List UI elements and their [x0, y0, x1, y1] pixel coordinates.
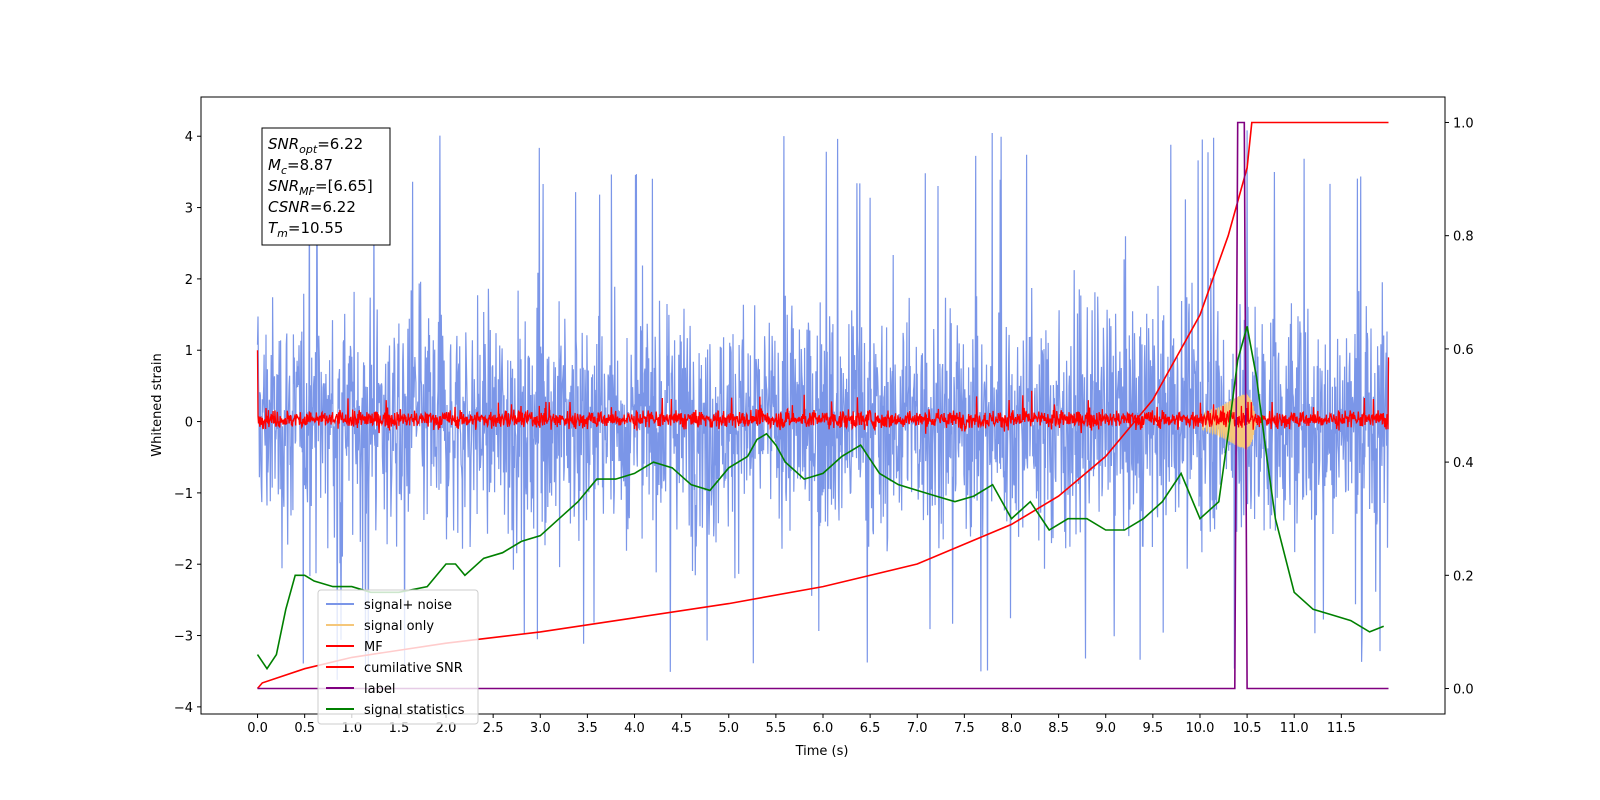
info-line: SNRopt=6.22 — [268, 135, 363, 156]
y-right-tick-label: 1.0 — [1453, 116, 1474, 131]
x-tick-label: 4.5 — [671, 721, 692, 736]
series-line — [257, 121, 1389, 690]
y-left-tick-label: 1 — [185, 344, 193, 359]
y-right-tick-label: 0.6 — [1453, 343, 1474, 358]
x-tick-label: 7.0 — [907, 721, 928, 736]
y-left-tick-label: 3 — [185, 202, 193, 217]
x-tick-label: 5.0 — [718, 721, 739, 736]
x-tick-label: 7.5 — [954, 721, 975, 736]
x-axis-label: Time (s) — [795, 744, 849, 759]
y-left-tick-label: 2 — [185, 273, 193, 288]
y-axis-label: Whitened strain — [150, 353, 165, 456]
x-tick-label: 2.0 — [436, 721, 457, 736]
y-left-tick-label: 0 — [185, 416, 193, 431]
y-left-tick-label: −4 — [174, 701, 193, 716]
x-tick-label: 1.5 — [389, 721, 410, 736]
series-line — [256, 326, 1384, 671]
legend-label: signal+ noise — [364, 598, 452, 613]
x-tick-label: 6.0 — [813, 721, 834, 736]
legend-label: signal statistics — [364, 703, 465, 718]
legend-label: label — [364, 682, 395, 697]
series-line — [256, 130, 1390, 680]
x-tick-label: 0.5 — [294, 721, 315, 736]
y-left-tick-label: −2 — [174, 558, 193, 573]
legend-frame — [317, 589, 479, 725]
y-axis-left: 4 3 2 1 0 −1 −2 −3 −4 — [174, 130, 201, 716]
legend: signal+ noise signal only MF cumilative SNR… — [317, 589, 479, 725]
x-tick-label: 11.5 — [1327, 721, 1356, 736]
x-tick-label: 0.0 — [247, 721, 268, 736]
y-right-tick-label: 0.2 — [1453, 569, 1474, 584]
legend-label: signal only — [364, 619, 434, 634]
y-left-tick-label: −1 — [174, 487, 193, 502]
info-box-frame — [261, 127, 391, 246]
x-tick-label: 10.5 — [1233, 721, 1262, 736]
x-tick-label: 10.0 — [1185, 721, 1214, 736]
info-line: Tm=10.55 — [268, 219, 343, 240]
info-line: Mc=8.87 — [268, 156, 333, 177]
x-tick-label: 2.5 — [483, 721, 504, 736]
x-tick-label: 5.5 — [766, 721, 787, 736]
x-tick-label: 11.0 — [1280, 721, 1309, 736]
x-tick-label: 4.0 — [624, 721, 645, 736]
x-axis: 0.0 0.5 1.0 1.5 2.0 2.5 3.0 3.5 4.0 4.5 5.0 5.5 6.0 6… — [247, 714, 1356, 736]
info-line: SNRMF=[6.65] — [268, 177, 373, 198]
y-right-tick-label: 0.4 — [1453, 456, 1474, 471]
x-tick-label: 1.0 — [341, 721, 362, 736]
legend-label: cumilative SNR — [364, 661, 463, 676]
series-line — [256, 350, 1390, 434]
x-tick-label: 3.0 — [530, 721, 551, 736]
info-line: CSNR=6.22 — [268, 198, 356, 216]
x-tick-label: 9.0 — [1095, 721, 1116, 736]
y-left-tick-label: −3 — [174, 630, 193, 645]
legend-label: MF — [364, 640, 383, 655]
x-tick-label: 6.5 — [860, 721, 881, 736]
x-tick-label: 3.5 — [577, 721, 598, 736]
y-right-tick-label: 0.0 — [1453, 683, 1474, 698]
x-tick-label: 8.0 — [1001, 721, 1022, 736]
y-axis-right: 1.0 0.8 0.6 0.4 0.2 0.0 — [1445, 116, 1474, 698]
x-tick-label: 9.5 — [1143, 721, 1164, 736]
y-left-tick-label: 4 — [185, 130, 193, 145]
x-tick-label: 8.5 — [1048, 721, 1069, 736]
y-right-tick-label: 0.8 — [1453, 230, 1474, 245]
